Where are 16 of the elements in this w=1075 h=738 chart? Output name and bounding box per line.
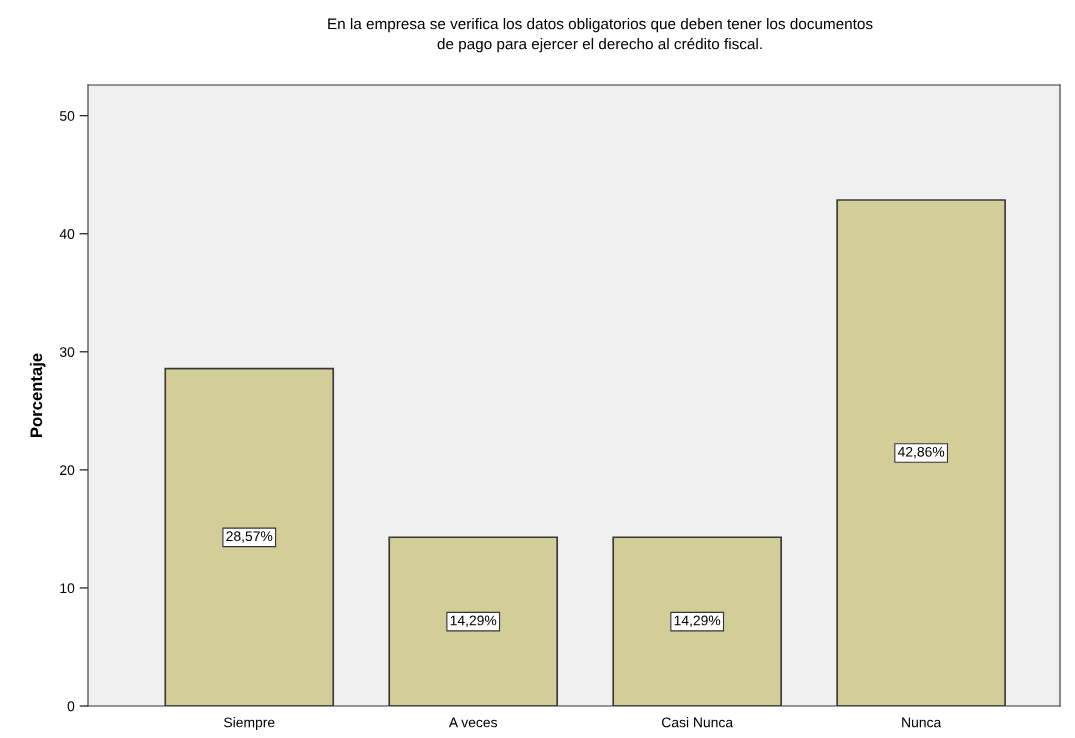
x-tick-label: Casi Nunca [661, 717, 734, 728]
y-tick-label: 20 [60, 465, 75, 476]
x-tick-label: Nunca [902, 717, 942, 728]
x-tick-label: Siempre [224, 717, 275, 731]
y-tick-label: 30 [59, 347, 75, 357]
y-tick-label: 0 [67, 701, 75, 712]
data-label: 14,29% [674, 615, 721, 628]
x-tick-label: A veces [448, 717, 498, 728]
chart-title: En la empresa se verifica los datos obligatorios que deben tener los documentos de pago para ejercer el derecho al crédito fiscal. [328, 18, 873, 53]
y-tick-label: 10 [60, 583, 75, 594]
data-label: 28,57% [226, 531, 273, 543]
y-axis-title: Porcentaje [29, 353, 46, 437]
y-tick-label: 50 [59, 111, 75, 121]
data-label: 14,29% [450, 615, 497, 628]
data-label: 42,86% [897, 446, 945, 459]
y-tick-label: 40 [59, 229, 75, 239]
